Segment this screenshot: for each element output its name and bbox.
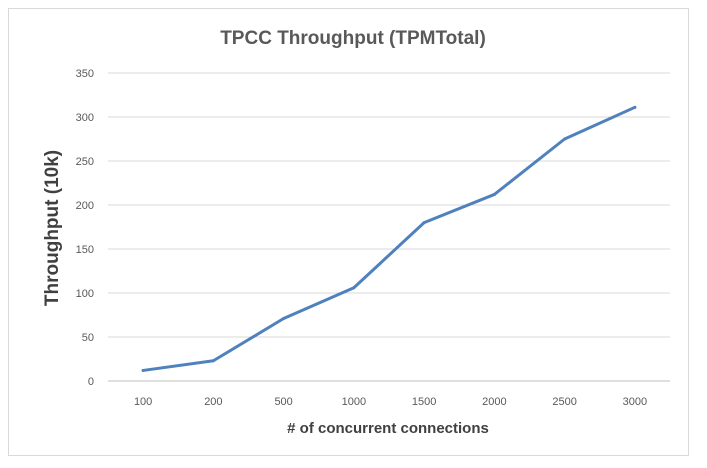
y-tick-label: 0 — [88, 376, 94, 388]
x-tick-label: 2500 — [552, 396, 576, 408]
x-tick-label: 100 — [134, 396, 152, 408]
x-tick-label: 1000 — [342, 396, 366, 408]
x-tick-label: 1500 — [412, 396, 436, 408]
y-axis-title: Throughput (10k) — [42, 150, 63, 306]
gridlines — [108, 72, 670, 382]
y-tick-label: 150 — [76, 244, 94, 256]
y-axis-ticks: 0 50 100 150 200 250 300 350 — [76, 68, 94, 388]
y-tick-label: 50 — [82, 332, 94, 344]
data-point — [633, 105, 637, 109]
x-tick-label: 200 — [204, 396, 222, 408]
x-axis-ticks: 100 200 500 1000 1500 2000 2500 3000 — [134, 396, 647, 408]
x-tick-label: 2000 — [482, 396, 506, 408]
series-line — [141, 105, 637, 372]
data-point — [282, 317, 286, 321]
series-layer — [141, 105, 637, 372]
data-point — [141, 368, 145, 372]
x-axis-title: # of concurrent connections — [287, 420, 489, 437]
data-point — [211, 359, 215, 363]
x-tick-label: 500 — [274, 396, 292, 408]
x-tick-label: 3000 — [623, 396, 647, 408]
y-tick-label: 200 — [76, 200, 94, 212]
y-tick-label: 100 — [76, 288, 94, 300]
data-point — [492, 192, 496, 196]
y-tick-label: 300 — [76, 112, 94, 124]
data-point — [352, 286, 356, 290]
data-point — [563, 137, 567, 141]
chart-title: TPCC Throughput (TPMTotal) — [220, 28, 486, 49]
y-tick-label: 350 — [76, 68, 94, 80]
data-point — [422, 221, 426, 225]
y-tick-label: 250 — [76, 156, 94, 168]
